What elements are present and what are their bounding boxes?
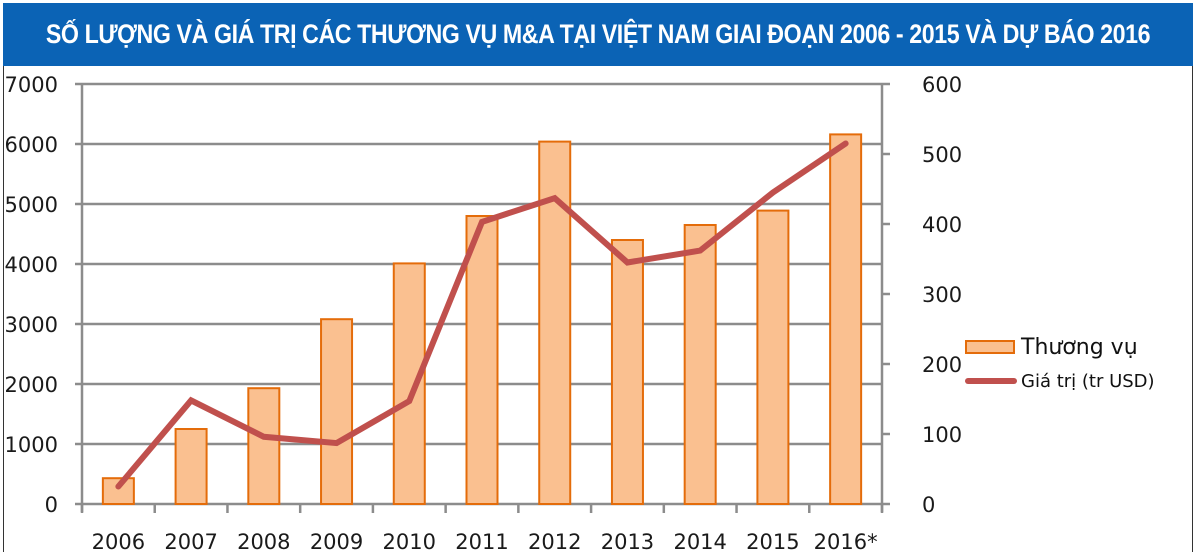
right-axis-tick-label: 200 xyxy=(922,353,962,377)
bar-2009 xyxy=(320,318,354,506)
right-axis-tick-label: 600 xyxy=(922,73,962,97)
bar-2016* xyxy=(829,133,863,505)
x-axis-tick-label: 2015 xyxy=(746,530,799,553)
bar-2014 xyxy=(683,224,717,505)
left-axis-tick-label: 1000 xyxy=(5,433,58,457)
left-axis-tick-label: 2000 xyxy=(5,373,58,397)
right-axis-tick-label: 500 xyxy=(922,143,962,167)
legend-item-value: Giá trị (tr USD) xyxy=(965,364,1155,398)
x-axis-tick-label: 2012 xyxy=(528,530,581,553)
legend: Thương vụ Giá trị (tr USD) xyxy=(965,330,1155,398)
x-axis-tick-label: 2006 xyxy=(92,530,145,553)
line-swatch-icon xyxy=(965,378,1017,384)
value-line xyxy=(115,140,849,490)
chart-frame xyxy=(3,3,1193,552)
right-axis-tick-label: 400 xyxy=(922,213,962,237)
left-axis-tick-label: 5000 xyxy=(5,193,58,217)
x-axis-tick-label: 2009 xyxy=(310,530,363,553)
right-axis-tick-label: 0 xyxy=(922,493,935,517)
x-axis-tick-label: 2008 xyxy=(237,530,290,553)
bar-2015 xyxy=(756,209,790,505)
x-axis-tick-label: 2014 xyxy=(673,530,726,553)
right-axis-tick-label: 100 xyxy=(922,423,962,447)
legend-label-deals: Thương vụ xyxy=(1021,334,1138,360)
x-axis-tick-label: 2013 xyxy=(601,530,654,553)
bar-2010 xyxy=(392,262,426,505)
x-axis-tick-label: 2010 xyxy=(383,530,436,553)
bar-2011 xyxy=(465,215,499,505)
right-axis-tick-label: 300 xyxy=(922,283,962,307)
bar-2013 xyxy=(610,239,644,505)
left-axis-tick-label: 7000 xyxy=(5,73,58,97)
x-axis-tick-label: 2007 xyxy=(164,530,217,553)
bar-swatch-icon xyxy=(965,340,1015,354)
chart-title: SỐ LƯỢNG VÀ GIÁ TRỊ CÁC THƯƠNG VỤ M&A TẠ… xyxy=(45,19,1151,49)
left-axis-tick-label: 3000 xyxy=(5,313,58,337)
legend-label-value: Giá trị (tr USD) xyxy=(1021,370,1155,392)
title-bar: SỐ LƯỢNG VÀ GIÁ TRỊ CÁC THƯƠNG VỤ M&A TẠ… xyxy=(3,3,1193,66)
x-axis-tick-label: 2011 xyxy=(455,530,508,553)
left-axis-tick-label: 6000 xyxy=(5,133,58,157)
x-axis-tick-label: 2016* xyxy=(814,530,878,553)
legend-item-deals: Thương vụ xyxy=(965,330,1155,364)
left-axis-tick-label: 0 xyxy=(45,493,58,517)
bar-2008 xyxy=(247,387,281,506)
bar-2007 xyxy=(174,428,208,505)
left-axis-tick-label: 4000 xyxy=(5,253,58,277)
